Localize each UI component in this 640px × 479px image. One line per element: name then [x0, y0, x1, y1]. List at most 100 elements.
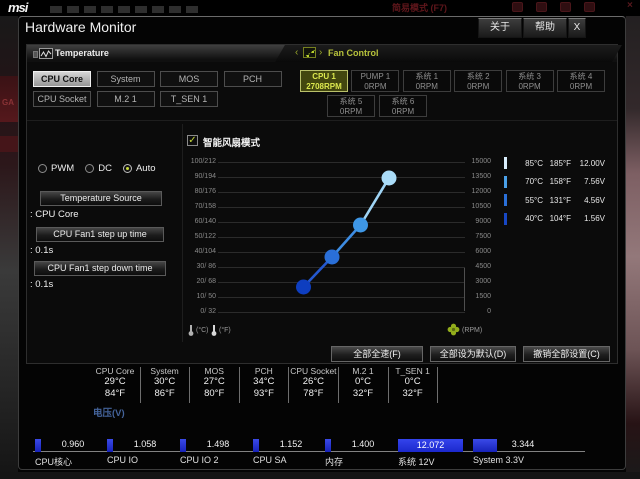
legend-celsius: 85°C [525, 158, 543, 168]
y-axis-tick-left: 60/140 [194, 218, 216, 225]
y-axis-tick-left: 20/ 68 [196, 278, 216, 285]
close-button[interactable]: X [568, 18, 586, 38]
fan-step-up-button[interactable]: CPU Fan1 step up time [36, 227, 164, 242]
legend-fahrenheit: 185°F [549, 158, 571, 168]
readout-label: MOS [204, 366, 224, 376]
fan-tab-2[interactable]: 系统 2 0RPM [454, 70, 503, 92]
voltage-baseline [33, 451, 585, 452]
y-axis-tick-right: 1500 [475, 293, 491, 300]
y-axis-tick-left: 30/ 86 [196, 263, 216, 270]
fan-tab-label: 系统 5 [339, 97, 363, 106]
radio-icon [85, 163, 95, 173]
fan-tab-4[interactable]: 系统 4 0RPM [557, 70, 605, 92]
fan-mode-dc[interactable]: DC [85, 163, 112, 174]
fan-step-down-button[interactable]: CPU Fan1 step down time [34, 261, 166, 276]
fan-control-prev-arrow[interactable]: ‹ [295, 47, 299, 58]
bios-left-artifact [0, 76, 18, 122]
fan-step-up-value: : 0.1s [30, 245, 54, 256]
gridline [218, 207, 465, 208]
fan-curve-point[interactable] [381, 170, 397, 186]
fan-tab-pump-1[interactable]: PUMP 1 0RPM [351, 70, 400, 92]
readout-separator [338, 367, 339, 403]
action-button-f[interactable]: 全部全速(F) [331, 346, 423, 362]
readout-separator [288, 367, 290, 403]
temperature-source-button[interactable]: Temperature Source [40, 191, 162, 206]
readout-celsius: 0°C [404, 376, 421, 387]
smart-fan-checkbox[interactable]: ✓ [187, 135, 198, 146]
temp-tab-cpu-core[interactable]: CPU Core [33, 71, 91, 87]
fan-curve-point[interactable] [353, 217, 368, 233]
temp-readout-cpu-core: CPU Core 29°C 84°F [90, 366, 140, 406]
temp-readout-system: System 30°C 86°F [140, 366, 190, 406]
y-axis-tick-right: 7500 [475, 233, 491, 240]
click-bios-text [50, 6, 200, 13]
y-axis-tick-left: 90/194 [194, 173, 216, 180]
gridline [218, 252, 465, 253]
fan-mode-radio-group: PWM DC Auto [38, 161, 183, 175]
y-axis-tick-left: 80/176 [194, 188, 216, 195]
temp-readout-t-sen-1: T_SEN 1 0°C 32°F [388, 366, 438, 406]
fan-curve-chart[interactable] [218, 162, 465, 313]
fan-curve-point[interactable] [324, 249, 340, 265]
fan-mode-pwm[interactable]: PWM [38, 163, 74, 174]
help-button[interactable]: 帮助 [523, 18, 567, 38]
legend-celsius: 70°C [525, 177, 543, 186]
temp-tab-cpu-socket[interactable]: CPU Socket [33, 91, 91, 107]
temp-tab-system[interactable]: System [96, 71, 155, 87]
y-axis-tick-right: 13500 [471, 173, 491, 180]
bios-close-icon: × [627, 0, 633, 11]
temp-tab-mos[interactable]: MOS [160, 71, 218, 87]
y-axis-tick-right: 9000 [475, 218, 491, 225]
temp-readout-m-2-1: M.2 1 0°C 32°F [338, 366, 388, 406]
temperature-source-value: : CPU Core [30, 209, 79, 220]
action-button-d[interactable]: 全部设为默认(D) [430, 346, 516, 362]
fan-control-next-arrow[interactable]: › [319, 47, 323, 58]
temp-tab-m-2-1[interactable]: M.2 1 [96, 91, 155, 107]
y-axis-tick-left: 40/104 [194, 248, 216, 255]
fan-mode-auto[interactable]: Auto [122, 162, 156, 174]
section-temperature-label: Temperature [55, 48, 109, 58]
gridline [218, 312, 465, 313]
voltage-label-system-3-3v: System 3.3V [473, 455, 525, 465]
smart-fan-label: 智能风扇模式 [203, 138, 261, 149]
voltage-bar-cpu-io-2 [180, 439, 186, 452]
fan-tab-cpu-1[interactable]: CPU 1 2708RPM [300, 70, 348, 92]
fan-tab-rpm: 0RPM [415, 82, 438, 91]
fan-curve-point[interactable] [296, 279, 311, 295]
bios-left-text-fragment: GA [2, 98, 14, 107]
radio-icon [122, 163, 132, 173]
fan-tab-rpm: 0RPM [518, 82, 541, 91]
bios-toolbar-icon [536, 2, 547, 12]
readout-celsius: 30°C [153, 376, 176, 387]
fan-curve-svg[interactable] [218, 162, 465, 313]
temp-tab-pch[interactable]: PCH [223, 71, 282, 87]
legend-row: 85°C 185°F 12.00V [504, 156, 605, 170]
voltage-value-cpu-sa: 1.152 [279, 439, 303, 449]
fan-step-down-value: : 0.1s [30, 279, 54, 290]
rpm-unit-label: (RPM) [462, 327, 483, 334]
legend-row: 55°C 131°F 4.56V [504, 193, 605, 207]
fan-mode-label: Auto [135, 162, 156, 174]
bios-left-edge: GA [0, 16, 18, 479]
about-button[interactable]: 关于 [478, 18, 522, 38]
readout-label: CPU Socket [290, 366, 337, 376]
easy-mode-button[interactable]: 简易模式 (F7) [392, 3, 447, 13]
fan-tab-5[interactable]: 系统 5 0RPM [327, 95, 375, 117]
readout-fahrenheit: 32°F [402, 388, 423, 399]
y-axis-tick-right: 3000 [475, 278, 491, 285]
temp-readout-cpu-socket: CPU Socket 26°C 78°F [288, 366, 338, 406]
fan-tab-6[interactable]: 系统 6 0RPM [379, 95, 427, 117]
readout-fahrenheit: 86°F [154, 388, 175, 399]
voltage-value-cpu-io-2: 1.498 [206, 439, 230, 449]
fan-mode-label: PWM [51, 162, 75, 174]
fan-tab-label: PUMP 1 [360, 72, 391, 81]
bios-toolbar-icon [512, 2, 523, 12]
temp-tab-t-sen-1[interactable]: T_SEN 1 [160, 91, 218, 107]
action-button-c[interactable]: 撤销全部设置(C) [523, 346, 610, 362]
legend-color-tick [504, 212, 507, 225]
fan-tab-1[interactable]: 系统 1 0RPM [402, 70, 451, 92]
readout-fahrenheit: 32°F [352, 388, 374, 399]
fan-tab-3[interactable]: 系统 3 0RPM [505, 70, 554, 92]
gridline [218, 192, 465, 193]
bios-toolbar-icon [584, 2, 595, 12]
